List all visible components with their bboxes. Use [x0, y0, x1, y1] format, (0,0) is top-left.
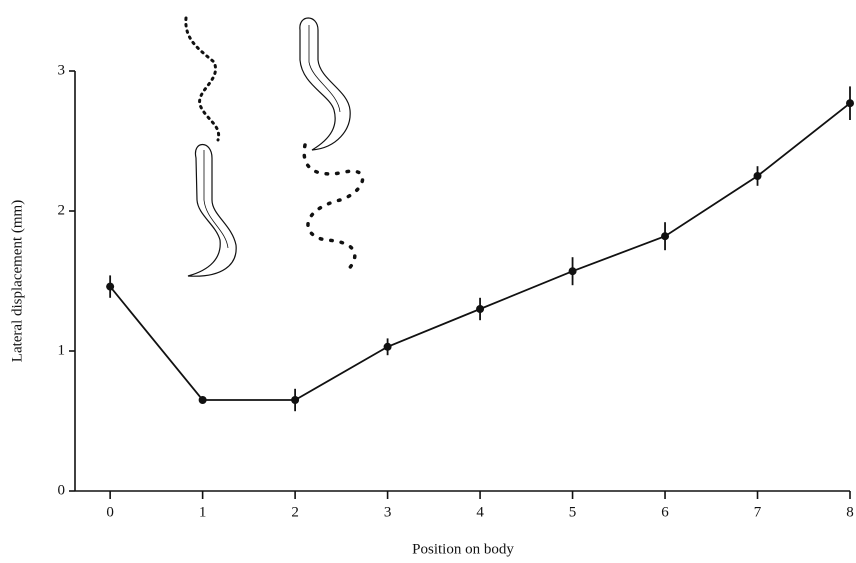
data-line: [109, 102, 851, 401]
y-tick-label: 2: [58, 202, 66, 218]
data-point: [661, 232, 670, 241]
x-tick-label: 7: [754, 504, 762, 520]
y-tick-label: 1: [58, 342, 66, 358]
x-tick-label: 6: [661, 504, 669, 520]
worm-illustrations: [184, 16, 365, 277]
x-tick-label: 8: [846, 504, 854, 520]
x-tick-label: 1: [199, 504, 207, 520]
y-tick-label: 0: [58, 482, 66, 498]
x-tick-label: 3: [384, 504, 392, 520]
y-axis-label: Lateral displacement (mm): [9, 200, 25, 362]
data-point: [753, 172, 762, 180]
data-point: [383, 342, 392, 351]
data-point: [846, 99, 854, 108]
x-axis-label: Position on body: [412, 541, 514, 557]
data-point: [291, 396, 300, 404]
data-point: [198, 396, 207, 404]
x-tick-label: 5: [569, 504, 577, 520]
data-point: [106, 282, 115, 291]
x-tick-label: 0: [106, 504, 114, 520]
x-tick-label: 4: [476, 504, 484, 520]
y-tick-label: 3: [58, 62, 66, 78]
data-point: [568, 267, 577, 276]
x-tick-label: 2: [291, 504, 299, 520]
data-point: [476, 305, 485, 313]
